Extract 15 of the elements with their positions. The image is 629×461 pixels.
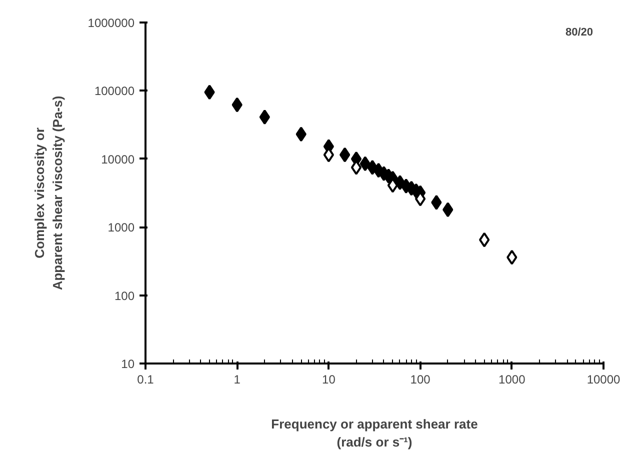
x-tick-label: 10000 [586,372,621,386]
y-tick-label: 100000 [94,84,135,98]
y-tick-label: 100 [114,288,135,303]
y-tick-label: 1000000 [88,16,135,30]
annotation: 80/20 [566,26,594,38]
x-tick-label: 100 [410,372,431,386]
x-axis-title: Frequency or apparent shear rate (rad/s or s⁻¹) [271,416,478,450]
x-tick-label: 10 [322,372,336,386]
x-tick-label: 1 [234,372,241,386]
y-tick-label: 10000 [101,152,135,166]
x-tick-label: 0.1 [137,372,154,386]
y-axis-title: Complex viscosity or Apparent shear viscosity (Pa-s) [32,96,65,290]
x-tick-label: 1000 [498,372,526,386]
y-tick-label: 1000 [108,220,135,235]
y-tick-label: 10 [121,357,135,371]
